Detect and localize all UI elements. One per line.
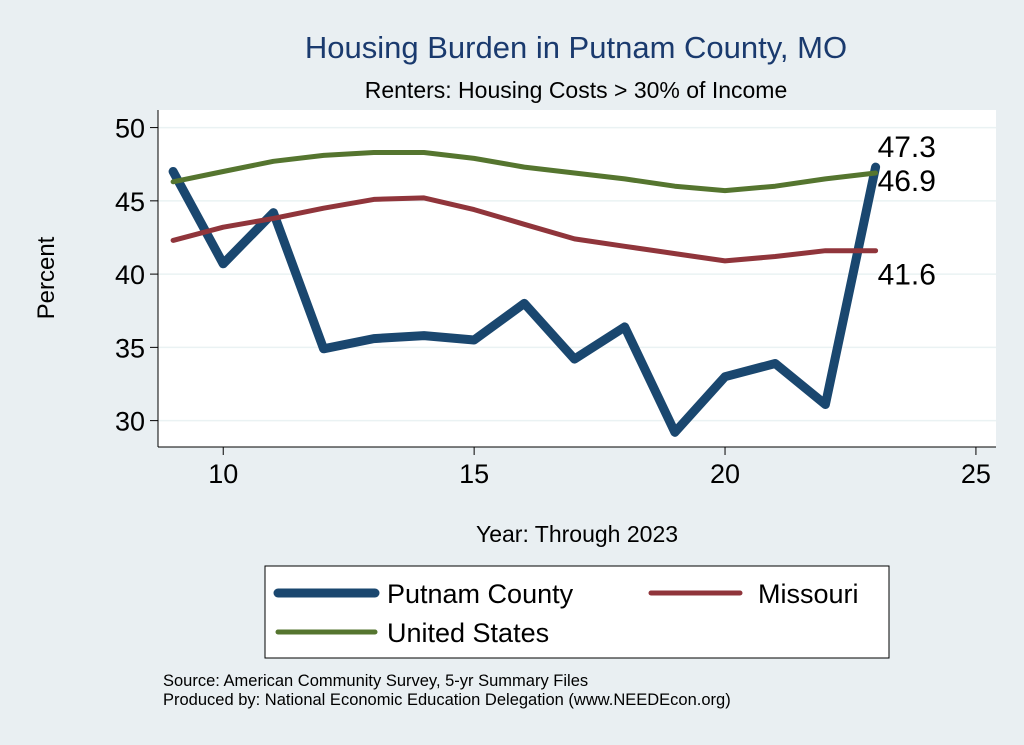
end-label-putnam-county: 47.3 [878,131,936,164]
chart-title: Housing Burden in Putnam County, MO [305,30,847,65]
y-tick-label: 50 [115,114,145,144]
end-label-united-states: 46.9 [878,165,936,198]
end-label-missouri: 41.6 [878,259,936,292]
x-tick-label: 25 [961,459,991,489]
y-tick-label: 45 [115,187,145,217]
y-tick-label: 40 [115,260,145,290]
produced-by-note: Produced by: National Economic Education… [163,691,731,709]
series-group [168,150,881,437]
chart-subtitle: Renters: Housing Costs > 30% of Income [365,77,788,103]
axis-ticks: 30 35 40 45 50 10 15 20 25 [115,114,991,489]
x-tick-label: 20 [710,459,740,489]
source-note: Source: American Community Survey, 5-yr … [163,672,589,690]
legend: Putnam County Missouri United States [264,565,890,659]
legend-box [264,565,890,659]
series-line-putnam-county [168,162,881,437]
legend-label-missouri: Missouri [758,579,859,609]
y-axis-label: Percent [33,236,60,319]
series-line-united-states [170,150,879,194]
x-tick-label: 10 [208,459,238,489]
legend-label-united-states: United States [387,618,549,648]
y-tick-label: 30 [115,407,145,437]
series-line-missouri [170,195,879,264]
x-axis-label: Year: Through 2023 [476,521,678,547]
y-tick-label: 35 [115,333,145,363]
legend-label-putnam-county: Putnam County [387,579,574,609]
end-labels: 47.3 41.6 46.9 [878,131,936,292]
x-tick-label: 15 [459,459,489,489]
footer: Source: American Community Survey, 5-yr … [163,672,731,710]
